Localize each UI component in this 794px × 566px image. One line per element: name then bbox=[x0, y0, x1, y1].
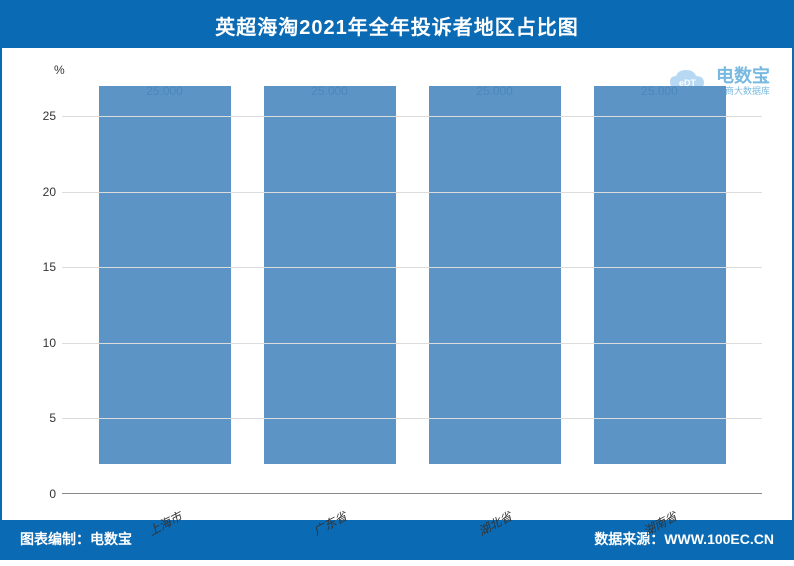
bar bbox=[264, 86, 396, 464]
y-tick-label: 15 bbox=[30, 260, 56, 274]
chart-area: eDT 电数宝 电商大数据库 % 25.00025.00025.00025.00… bbox=[2, 48, 792, 520]
x-labels-row: 上海市广东省湖北省湖南省 bbox=[62, 515, 762, 532]
bar-value-label: 25.000 bbox=[476, 84, 513, 98]
bar-group: 25.000 bbox=[585, 86, 735, 494]
bar-value-label: 25.000 bbox=[641, 84, 678, 98]
chart-container: 英超海淘2021年全年投诉者地区占比图 eDT 电数宝 电商大数据库 % 25.… bbox=[0, 0, 794, 560]
y-axis-unit: % bbox=[54, 63, 65, 77]
grid-line bbox=[62, 267, 762, 268]
chart-title: 英超海淘2021年全年投诉者地区占比图 bbox=[215, 11, 579, 40]
y-tick-label: 10 bbox=[30, 336, 56, 350]
plot-region: 25.00025.00025.00025.000 上海市广东省湖北省湖南省 05… bbox=[62, 86, 762, 494]
grid-line bbox=[62, 343, 762, 344]
bars-group: 25.000 25.000 25.000 25.000 bbox=[62, 86, 762, 494]
bar-group: 25.000 bbox=[420, 86, 570, 494]
bar-value-label: 25.000 bbox=[311, 84, 348, 98]
header-bar: 英超海淘2021年全年投诉者地区占比图 bbox=[2, 2, 792, 48]
bar-group: 25.000 bbox=[90, 86, 240, 494]
grid-line bbox=[62, 418, 762, 419]
y-tick-label: 0 bbox=[30, 487, 56, 501]
bar-value-label: 25.000 bbox=[146, 84, 183, 98]
watermark-main: 电数宝 bbox=[716, 67, 770, 87]
bar-group: 25.000 bbox=[255, 86, 405, 494]
grid-line bbox=[62, 192, 762, 193]
grid-line bbox=[62, 116, 762, 117]
bar bbox=[429, 86, 561, 464]
bar bbox=[99, 86, 231, 464]
y-tick-label: 20 bbox=[30, 185, 56, 199]
y-tick-label: 25 bbox=[30, 109, 56, 123]
bar bbox=[594, 86, 726, 464]
y-tick-label: 5 bbox=[30, 411, 56, 425]
